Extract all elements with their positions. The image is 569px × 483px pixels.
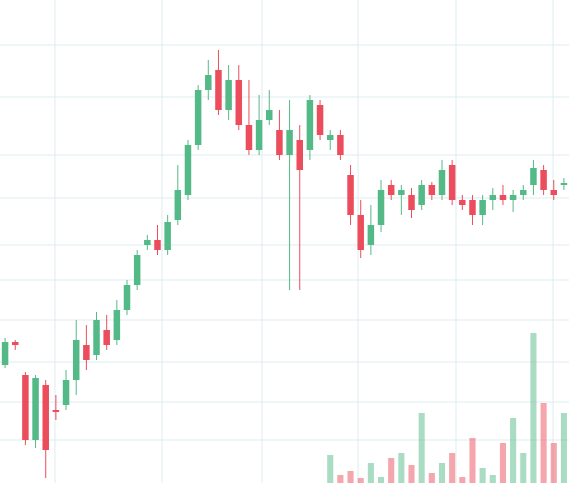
- volume-bar: [510, 418, 517, 483]
- candle-body: [479, 200, 486, 215]
- volume-bar: [367, 463, 374, 483]
- candle-body: [22, 375, 29, 440]
- candle-body: [154, 240, 161, 250]
- candle-body: [306, 100, 314, 150]
- candle-body: [326, 135, 334, 140]
- volume-bar: [428, 473, 435, 483]
- volume-bar: [530, 333, 537, 483]
- candle-body: [499, 195, 507, 200]
- candle-body: [266, 110, 273, 120]
- candle-body: [530, 168, 537, 185]
- volume-bar: [327, 455, 334, 483]
- candle-body: [255, 120, 263, 150]
- volume-bar: [479, 468, 486, 483]
- candle-body: [520, 190, 527, 195]
- candle-body: [459, 200, 466, 205]
- candle-body: [11, 342, 19, 345]
- volume-bar: [469, 438, 476, 483]
- volume-bar: [347, 471, 354, 483]
- volume-bar: [489, 475, 496, 483]
- candle-body: [509, 195, 517, 200]
- candle-body: [560, 183, 568, 185]
- volume-bar: [540, 403, 547, 483]
- candle-body: [42, 385, 49, 450]
- candle-body: [550, 190, 558, 195]
- candle-body: [357, 215, 364, 250]
- candle-body: [540, 170, 547, 190]
- volume-bar: [377, 477, 385, 483]
- candle-body: [245, 125, 253, 150]
- volume-bar: [398, 453, 405, 483]
- candle-body: [215, 70, 222, 110]
- candle-body: [133, 255, 141, 285]
- volume-bar: [449, 453, 456, 483]
- candle-body: [398, 190, 405, 195]
- volume-bar: [418, 413, 425, 483]
- volume-bar: [550, 443, 557, 483]
- candle-body: [72, 340, 80, 380]
- candle-body: [367, 225, 375, 245]
- candle-body: [276, 130, 283, 155]
- candle-body: [377, 190, 385, 225]
- candle-body: [286, 130, 293, 155]
- candle-body: [83, 345, 90, 360]
- candle-body: [174, 190, 182, 220]
- candle-body: [225, 80, 232, 110]
- volume-bar: [520, 453, 527, 483]
- candle-body: [235, 80, 243, 125]
- candle-body: [113, 310, 121, 340]
- volume-bar: [438, 463, 446, 483]
- candle-body: [103, 330, 110, 345]
- candle-body: [347, 175, 354, 215]
- candle-body: [1, 342, 9, 365]
- candle-body: [52, 410, 60, 412]
- volume-bar: [459, 477, 466, 483]
- candle-body: [438, 170, 446, 195]
- candle-body: [448, 165, 456, 200]
- volume-bar: [388, 458, 395, 483]
- candle-body: [93, 320, 100, 355]
- candle-body: [184, 145, 192, 195]
- candle-body: [164, 222, 171, 250]
- candle-body: [32, 378, 39, 440]
- candle-body: [194, 90, 202, 145]
- candle-body: [296, 140, 303, 170]
- candle-body: [387, 185, 395, 195]
- candle-body: [489, 195, 497, 200]
- volume-bar: [408, 465, 415, 483]
- candle-body: [144, 240, 151, 245]
- candle-body: [428, 185, 436, 195]
- candle-body: [62, 380, 70, 405]
- candle-body: [418, 185, 425, 205]
- volume-bar: [337, 475, 344, 483]
- volume-bar: [499, 443, 507, 483]
- candle-body: [123, 285, 131, 310]
- volume-bar: [560, 413, 567, 483]
- volume-bar: [357, 478, 364, 483]
- candle-body: [205, 75, 212, 90]
- candle-body: [408, 195, 415, 210]
- candle-body: [316, 105, 324, 135]
- candle-body: [469, 200, 476, 215]
- candle-body: [337, 135, 344, 155]
